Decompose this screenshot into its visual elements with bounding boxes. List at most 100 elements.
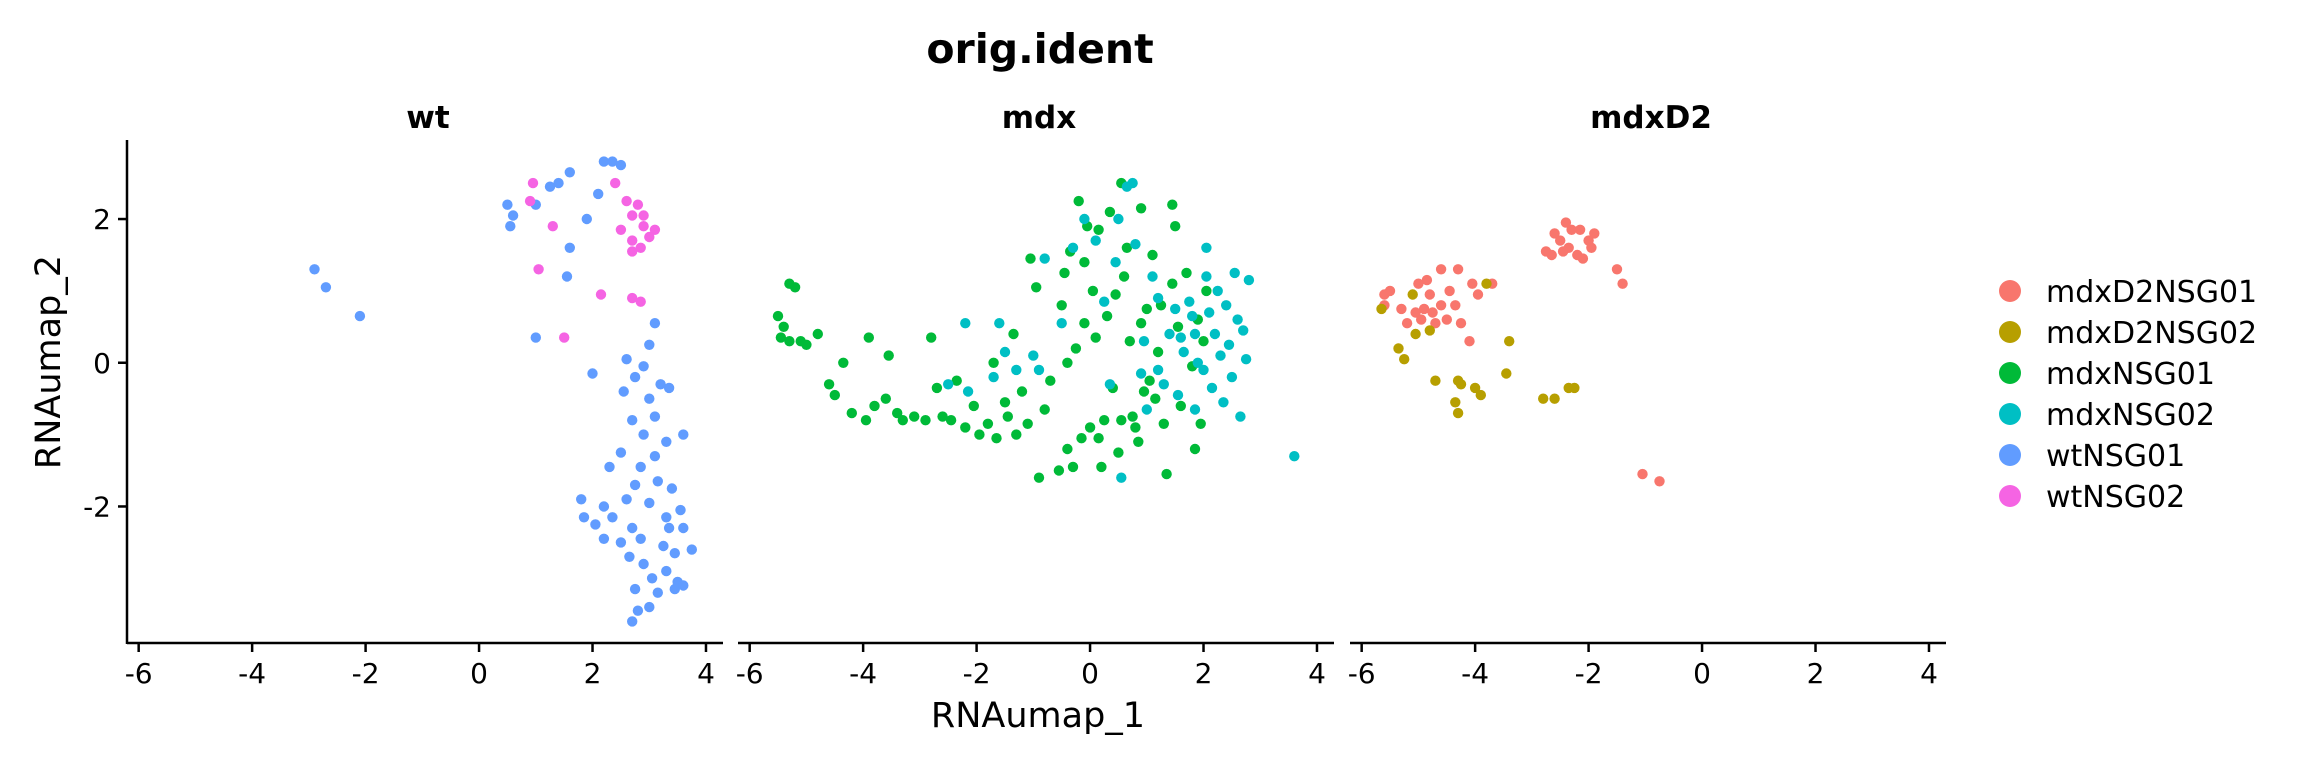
data-point — [1396, 303, 1407, 315]
data-point — [598, 501, 610, 512]
data-point — [309, 264, 320, 275]
data-point — [1161, 468, 1172, 480]
data-point — [658, 540, 669, 552]
x-tick-label: -2 — [963, 657, 991, 690]
legend-label: mdxD2NSG01 — [2046, 275, 2257, 310]
data-point — [1384, 285, 1396, 297]
data-point — [1158, 418, 1170, 429]
data-point — [629, 583, 641, 595]
data-point — [1450, 397, 1461, 408]
data-point — [678, 580, 689, 591]
data-point — [1093, 433, 1104, 444]
data-point — [1070, 343, 1082, 354]
data-point — [1201, 285, 1212, 297]
data-point — [1011, 364, 1022, 376]
data-point — [1418, 303, 1430, 315]
data-point — [1175, 400, 1187, 412]
legend-label: wtNSG01 — [2046, 439, 2185, 474]
data-point — [1045, 375, 1056, 386]
data-point — [627, 522, 638, 534]
data-point — [1164, 328, 1175, 340]
data-point — [1206, 382, 1218, 394]
data-point — [644, 497, 655, 509]
data-point — [1549, 393, 1560, 404]
data-point — [1028, 350, 1039, 361]
legend-item-mdxNSG02: mdxNSG02 — [1999, 398, 2215, 433]
data-point — [533, 264, 544, 275]
x-tick-label: -4 — [849, 657, 877, 690]
data-point — [607, 512, 618, 523]
data-point — [635, 461, 646, 473]
data-point — [561, 271, 573, 282]
data-point — [615, 159, 627, 171]
data-point — [1059, 267, 1070, 279]
data-point — [1416, 314, 1427, 325]
facet-panel-wt: wt -6 -4 -2 0 2 4 -2 0 2 — [83, 100, 723, 690]
data-point — [988, 357, 999, 368]
y-tick-label: -2 — [83, 490, 111, 523]
data-point — [1181, 267, 1192, 279]
x-tick-label: 2 — [584, 657, 602, 690]
data-point — [1002, 411, 1013, 422]
data-point — [627, 246, 638, 257]
data-point — [669, 583, 680, 595]
data-point — [1589, 228, 1600, 239]
data-point — [1204, 307, 1215, 318]
data-point — [1452, 407, 1464, 419]
data-point — [627, 292, 638, 304]
data-point — [559, 332, 570, 343]
data-point — [678, 522, 689, 534]
data-point — [1218, 397, 1229, 408]
data-point — [655, 379, 666, 390]
data-point — [1090, 235, 1101, 246]
data-point — [1079, 318, 1090, 329]
data-point — [1223, 339, 1235, 350]
data-point — [1611, 264, 1623, 275]
data-point — [951, 375, 962, 386]
data-point — [1087, 285, 1099, 297]
data-point — [897, 415, 908, 426]
data-point — [1008, 328, 1019, 340]
legend-swatch — [1999, 280, 2021, 302]
data-point — [320, 282, 332, 293]
data-point — [1455, 379, 1467, 390]
data-point — [1424, 289, 1436, 300]
data-point — [1407, 289, 1418, 300]
data-point — [553, 177, 564, 189]
series-mdxNSG01 — [772, 177, 1212, 483]
legend-item-mdxD2NSG01: mdxD2NSG01 — [1999, 275, 2257, 310]
data-point — [666, 483, 678, 494]
data-point — [1172, 321, 1184, 332]
data-point — [1138, 336, 1150, 347]
data-point — [564, 242, 575, 253]
x-tick-label: 4 — [1920, 657, 1938, 690]
data-point — [1104, 379, 1116, 390]
data-point — [1215, 350, 1226, 361]
data-point — [635, 242, 646, 253]
data-point — [1127, 177, 1138, 189]
data-point — [1560, 217, 1572, 228]
data-point — [926, 332, 937, 343]
y-tick-label: 2 — [93, 203, 111, 236]
data-point — [593, 188, 604, 200]
data-point — [1201, 242, 1212, 253]
data-point — [1101, 310, 1113, 322]
data-point — [629, 371, 641, 383]
data-point — [644, 231, 655, 243]
data-point — [1229, 267, 1240, 279]
data-point — [1056, 318, 1067, 329]
data-point — [1198, 364, 1209, 376]
x-tick-label: -6 — [736, 657, 764, 690]
data-point — [1067, 242, 1079, 253]
x-tick-label: 2 — [1807, 657, 1825, 690]
data-point — [960, 422, 971, 433]
data-point — [1393, 343, 1404, 354]
data-point — [1099, 296, 1110, 307]
data-point — [1421, 274, 1433, 286]
data-point — [595, 289, 607, 300]
data-point — [962, 386, 974, 397]
x-axis-title: RNAumap_1 — [931, 696, 1145, 736]
data-point — [1198, 336, 1209, 347]
series-mdxD2NSG01 — [1379, 217, 1665, 487]
data-point — [661, 512, 672, 523]
